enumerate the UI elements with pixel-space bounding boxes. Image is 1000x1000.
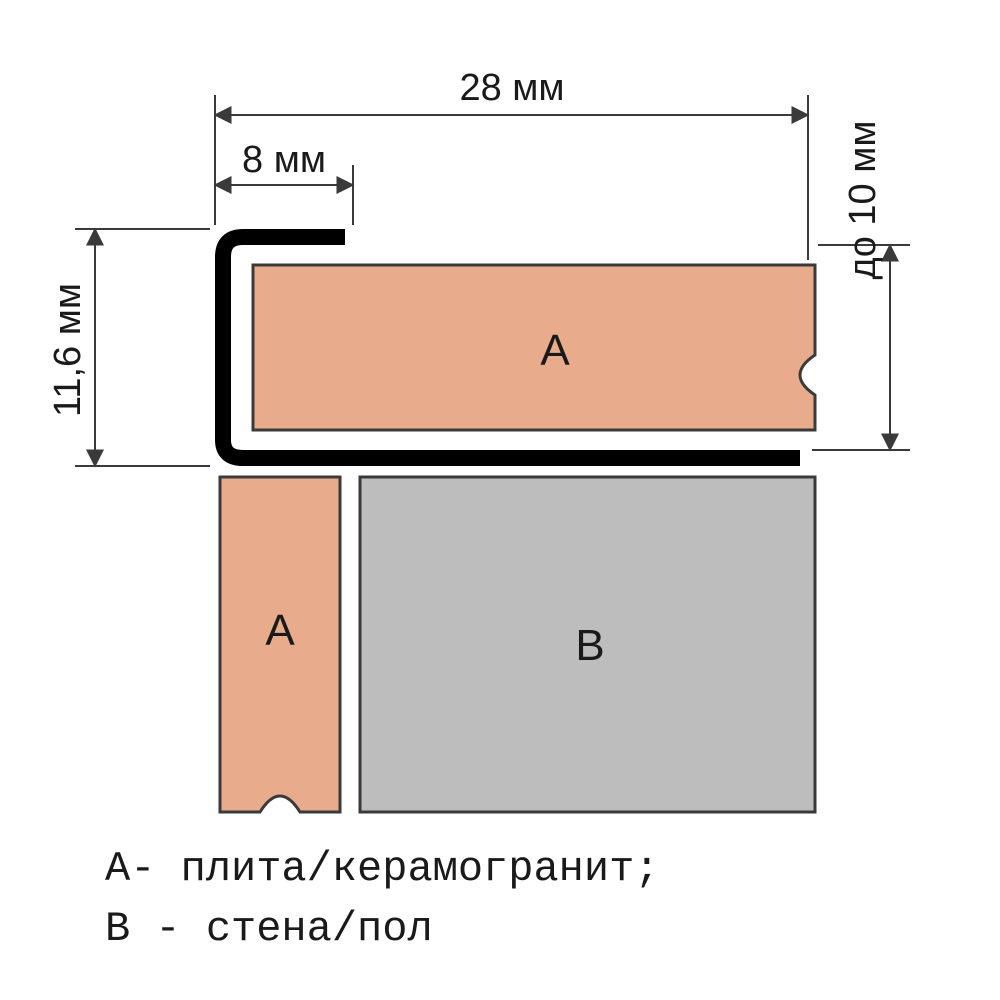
legend-b: В - стена/пол (105, 905, 433, 953)
dim-tile-thickness: до 10 мм (812, 121, 910, 450)
technical-diagram: A A B 28 мм 8 мм 11,6 мм до 10 мм А- пли… (0, 0, 1000, 1000)
dim-text-8: 8 мм (242, 139, 326, 181)
label-tile-top: A (540, 326, 570, 375)
label-tile-left: A (265, 606, 295, 655)
tile-top (253, 265, 815, 430)
dim-height-profile: 11,6 мм (47, 229, 210, 466)
dim-text-10: до 10 мм (842, 121, 884, 280)
legend-a: А- плита/керамогранит; (105, 845, 660, 893)
dim-width-inner: 8 мм (215, 139, 353, 225)
dim-text-28: 28 мм (459, 67, 564, 109)
dim-text-11-6: 11,6 мм (47, 283, 89, 417)
label-wall: B (575, 621, 604, 670)
